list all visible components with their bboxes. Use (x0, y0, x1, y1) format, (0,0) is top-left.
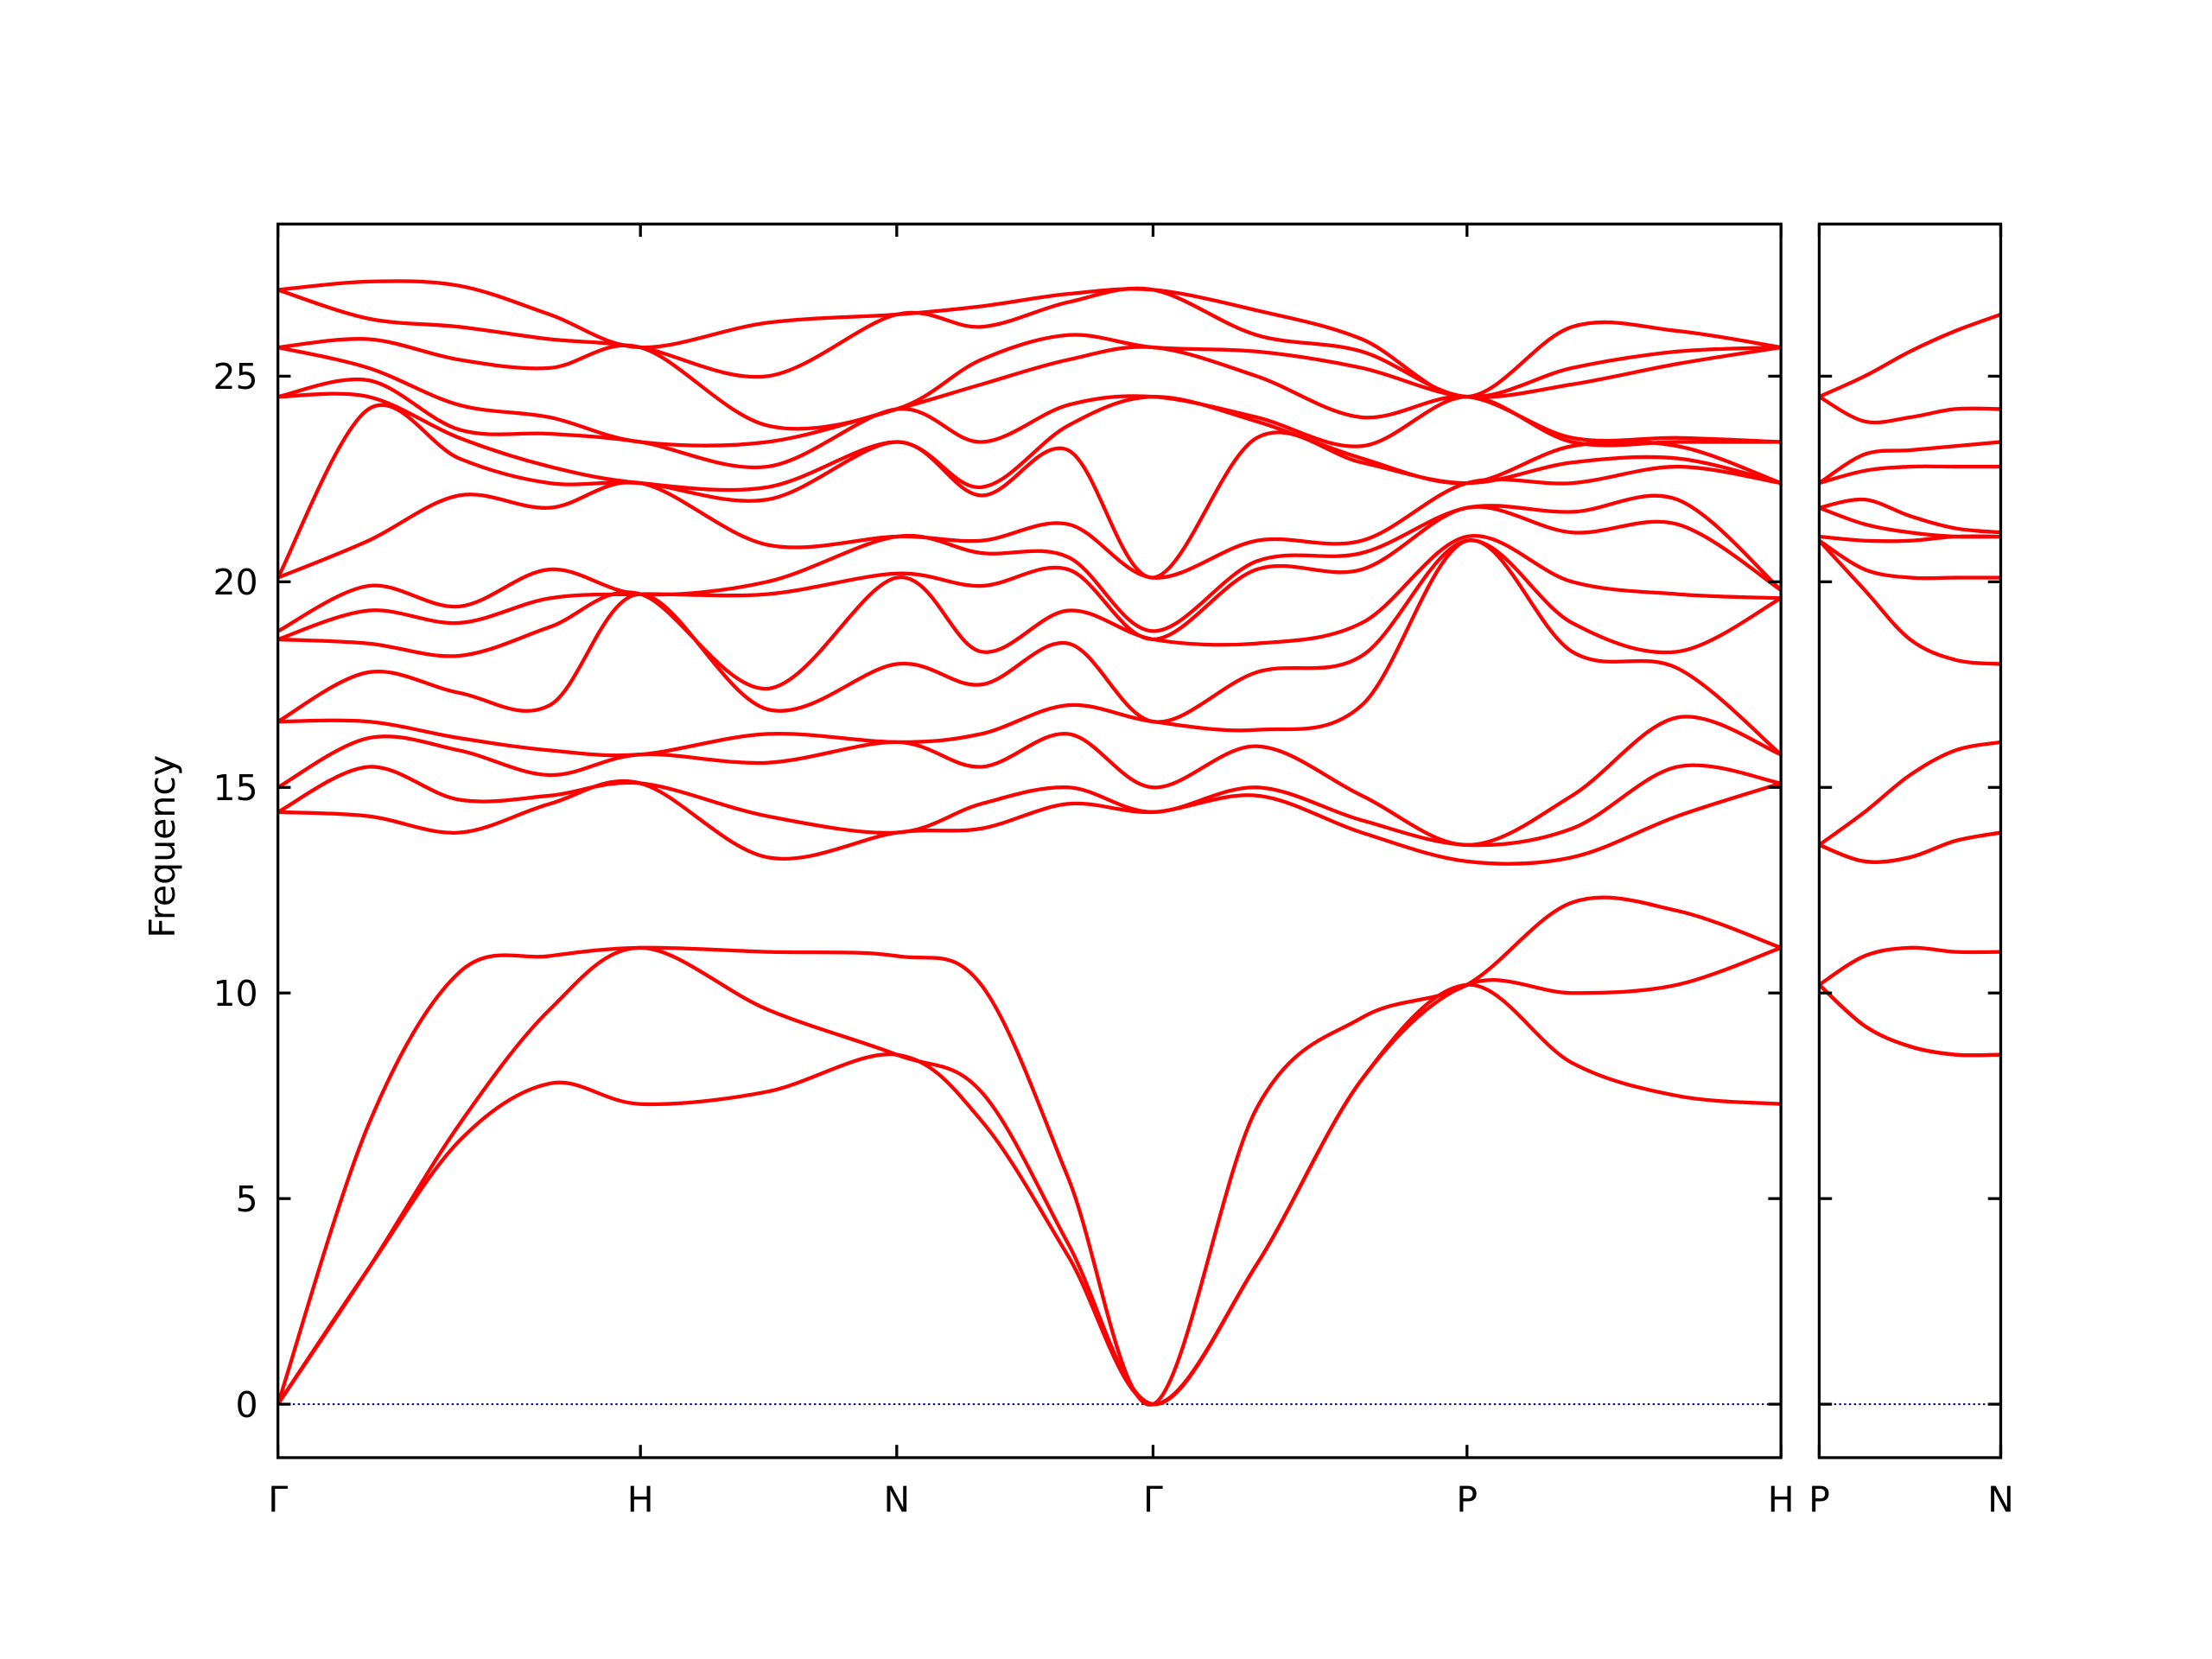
band-line (1817, 539, 2001, 666)
band-line (276, 945, 1782, 1407)
band-line (1818, 440, 2001, 485)
band-line (1818, 830, 2001, 864)
band-line (1818, 538, 2001, 581)
x-tick-label: Γ (268, 1478, 288, 1520)
band-line (276, 403, 1782, 580)
band-line (1818, 464, 2001, 486)
band-line (277, 391, 1782, 493)
band-line (276, 464, 1782, 580)
band-line (1818, 312, 2002, 399)
band-line (276, 493, 1783, 633)
band-line (1818, 740, 2001, 847)
y-tick-label: 10 (213, 973, 257, 1014)
y-tick-label: 25 (213, 356, 257, 397)
band-line (276, 286, 1782, 399)
band-line (276, 763, 1782, 848)
y-tick-label: 15 (213, 767, 257, 809)
band-line (277, 345, 1782, 448)
band-line (276, 505, 1783, 642)
band-line (277, 333, 1782, 431)
band-line (276, 982, 1782, 1407)
plot-frame (276, 222, 1783, 1459)
x-tick-label: P (1808, 1478, 1830, 1520)
band-line (277, 779, 1782, 866)
x-tick-label: N (1987, 1478, 2014, 1520)
x-tick-label: P (1456, 1478, 1478, 1520)
band-line (276, 895, 1782, 1407)
band-line (1818, 497, 2001, 535)
x-tick-label: N (883, 1478, 910, 1520)
band-line (1818, 945, 2001, 987)
band-line (276, 715, 1782, 848)
band-line (277, 538, 1783, 758)
band-line (277, 279, 1782, 399)
x-tick-label: Γ (1143, 1478, 1163, 1520)
band-line (1818, 505, 2001, 539)
x-tick-label: H (627, 1478, 654, 1520)
band-line (276, 538, 1783, 724)
band-line (277, 533, 1782, 691)
plot-frame (1817, 222, 2003, 1459)
y-tick-label: 5 (236, 1179, 258, 1220)
y-tick-label: 0 (236, 1384, 258, 1426)
band-line (1817, 983, 2001, 1058)
x-tick-label: H (1768, 1478, 1795, 1520)
band-line (1818, 395, 2001, 425)
y-axis-label: Frequency (142, 755, 183, 938)
y-tick-label: 20 (213, 562, 257, 603)
